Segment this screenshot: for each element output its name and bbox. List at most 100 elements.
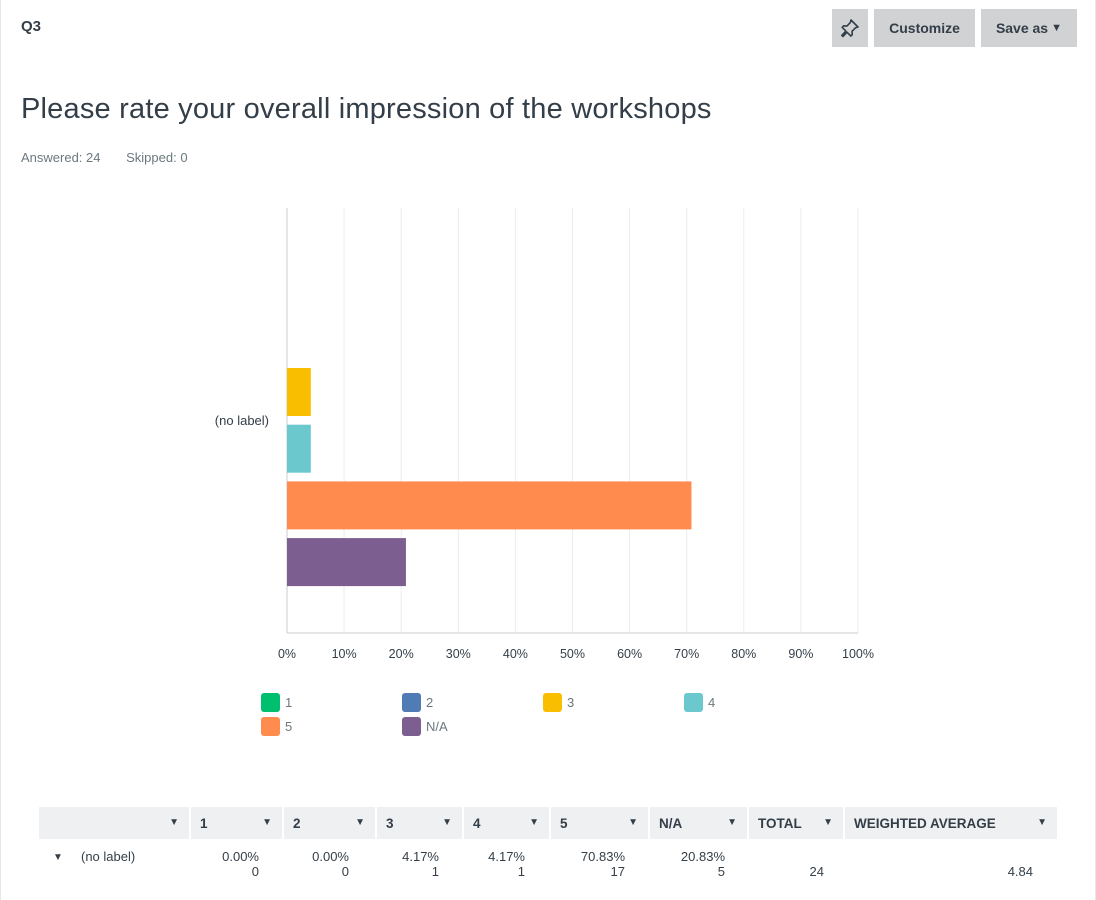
legend-swatch — [402, 717, 421, 736]
pin-button[interactable] — [832, 9, 869, 47]
total-cell: 24 — [809, 864, 824, 879]
x-tick-label: 30% — [446, 647, 471, 661]
toolbar: Customize Save as ▼ — [832, 9, 1077, 47]
column-header-label: 2 — [293, 815, 301, 831]
sort-dropdown-icon[interactable]: ▼ — [823, 817, 833, 828]
results-table: ▼ 1 ▼ 2 ▼ 3 ▼ 4 ▼ 5 ▼ N/A ▼ TOTAL ▼ WEIGHTED AVERAGE ▼ ▼… — [39, 807, 1057, 883]
sort-dropdown-icon[interactable]: ▼ — [169, 817, 179, 828]
expand-row-icon[interactable]: ▼ — [53, 852, 63, 863]
column-header-label: 1 — [200, 815, 208, 831]
column-header[interactable]: TOTAL ▼ — [747, 807, 843, 839]
cell-count: 1 — [431, 864, 439, 879]
table-header: ▼ 1 ▼ 2 ▼ 3 ▼ 4 ▼ 5 ▼ N/A ▼ TOTAL ▼ WEIGHTED AVERAGE ▼ — [39, 807, 1057, 839]
x-tick-label: 50% — [560, 647, 585, 661]
response-stats: Answered: 24 Skipped: 0 — [21, 150, 210, 165]
save-as-button[interactable]: Save as ▼ — [980, 9, 1077, 47]
table-cell: 0.00% 0 — [222, 849, 259, 879]
save-as-label: Save as — [995, 20, 1049, 36]
column-header[interactable]: 1 ▼ — [189, 807, 282, 839]
customize-button[interactable]: Customize — [874, 9, 975, 47]
cell-count: 17 — [610, 864, 625, 879]
cell-count: 0 — [341, 864, 349, 879]
legend-label: 2 — [426, 695, 434, 710]
column-header-label: 5 — [560, 815, 568, 831]
x-axis-ticks: 0% 10% 20% 30% 40% 50% 60% 70% 80% 90% 100% — [278, 647, 874, 661]
legend-item[interactable]: 5 — [261, 717, 292, 736]
cell-percent: 0.00% — [222, 849, 259, 864]
table-cell: 20.83% 5 — [681, 849, 725, 879]
legend-item[interactable]: 3 — [543, 693, 574, 712]
legend-label: 1 — [285, 695, 293, 710]
table-cell: 0.00% 0 — [312, 849, 349, 879]
column-header[interactable]: N/A ▼ — [648, 807, 747, 839]
x-tick-label: 100% — [842, 647, 874, 661]
column-header-label: WEIGHTED AVERAGE — [854, 815, 996, 831]
cell-count: 1 — [517, 864, 525, 879]
answered-count: Answered: 24 — [21, 150, 101, 165]
chart-bars — [287, 368, 692, 587]
column-header[interactable]: WEIGHTED AVERAGE ▼ — [843, 807, 1057, 839]
legend-label: N/A — [426, 719, 448, 734]
legend-label: 5 — [285, 719, 293, 734]
cell-percent: 4.17% — [488, 849, 525, 864]
cell-count: 5 — [717, 864, 725, 879]
x-tick-label: 90% — [788, 647, 813, 661]
table-row: ▼ (no label) 0.00% 0 0.00% 0 4.17% 1 4.17% 1 70.83… — [39, 839, 1057, 883]
x-tick-label: 60% — [617, 647, 642, 661]
legend-swatch — [261, 717, 280, 736]
x-tick-label: 40% — [503, 647, 528, 661]
legend-item[interactable]: 2 — [402, 693, 433, 712]
sort-dropdown-icon[interactable]: ▼ — [727, 817, 737, 828]
x-tick-label: 20% — [389, 647, 414, 661]
cell-percent: 70.83% — [580, 849, 625, 864]
table-cell: 4.17% 1 — [488, 849, 525, 879]
column-header-label: 3 — [386, 815, 394, 831]
legend-swatch — [684, 693, 703, 712]
legend-swatch — [261, 693, 280, 712]
sort-dropdown-icon[interactable]: ▼ — [442, 817, 452, 828]
x-tick-label: 70% — [674, 647, 699, 661]
weighted-average-cell: 4.84 — [1007, 864, 1033, 879]
sort-dropdown-icon[interactable]: ▼ — [262, 817, 272, 828]
legend-swatch — [543, 693, 562, 712]
legend-item[interactable]: 4 — [684, 693, 715, 712]
bar-5[interactable] — [287, 481, 692, 530]
sort-dropdown-icon[interactable]: ▼ — [529, 817, 539, 828]
customize-label: Customize — [889, 20, 960, 36]
category-label: (no label) — [215, 413, 269, 428]
column-header[interactable]: 2 ▼ — [282, 807, 375, 839]
legend-item[interactable]: N/A — [402, 717, 448, 736]
column-header[interactable]: 3 ▼ — [375, 807, 462, 839]
column-header-label: 4 — [473, 815, 481, 831]
sort-dropdown-icon[interactable]: ▼ — [1037, 817, 1047, 828]
x-tick-label: 0% — [278, 647, 296, 661]
column-header[interactable]: ▼ — [39, 807, 189, 839]
legend-item[interactable]: 1 — [261, 693, 292, 712]
bar-na[interactable] — [287, 538, 406, 587]
legend-label: 4 — [708, 695, 716, 710]
sort-dropdown-icon[interactable]: ▼ — [628, 817, 638, 828]
row-label: (no label) — [81, 849, 136, 864]
pin-icon — [841, 19, 859, 38]
cell-percent: 0.00% — [312, 849, 349, 864]
column-header[interactable]: 4 ▼ — [462, 807, 549, 839]
x-tick-label: 80% — [731, 647, 756, 661]
cell-percent: 4.17% — [402, 849, 439, 864]
question-title: Please rate your overall impression of t… — [21, 93, 712, 125]
table-cell: 70.83% 17 — [581, 849, 625, 879]
skipped-count: Skipped: 0 — [126, 150, 188, 165]
question-number: Q3 — [21, 18, 42, 35]
column-header[interactable]: 5 ▼ — [549, 807, 648, 839]
x-tick-label: 10% — [332, 647, 357, 661]
cell-percent: 20.83% — [680, 849, 725, 864]
bar-3[interactable] — [287, 368, 311, 416]
caret-down-icon: ▼ — [1051, 22, 1062, 34]
cell-count: 0 — [251, 864, 259, 879]
bar-4[interactable] — [287, 424, 311, 473]
legend-label: 3 — [567, 695, 575, 710]
column-header-label: N/A — [659, 815, 683, 831]
sort-dropdown-icon[interactable]: ▼ — [355, 817, 365, 828]
bar-chart: 0% 10% 20% 30% 40% 50% 60% 70% 80% 90% 100% (no la… — [215, 208, 874, 661]
column-header-label: TOTAL — [758, 815, 802, 831]
